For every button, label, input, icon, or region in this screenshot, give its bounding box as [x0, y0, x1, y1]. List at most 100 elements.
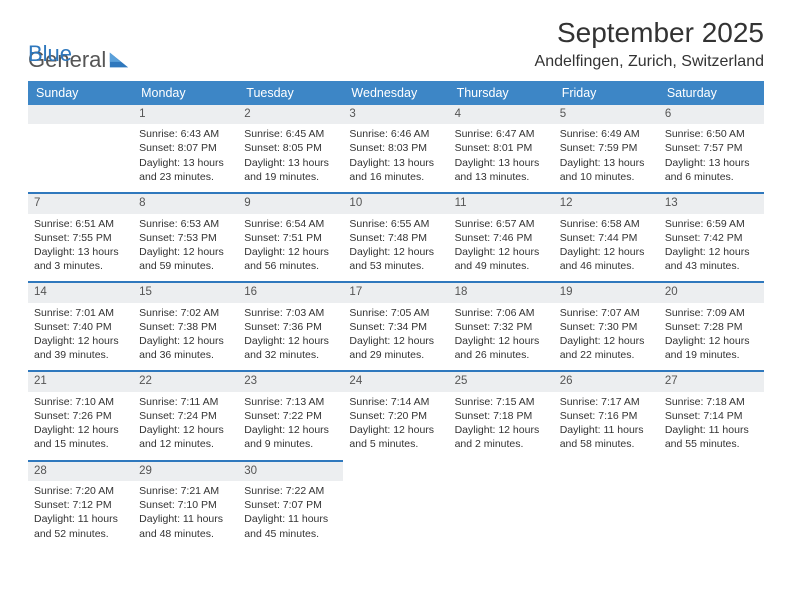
sunset-text: Sunset: 7:38 PM: [139, 320, 232, 334]
sunset-text: Sunset: 7:07 PM: [244, 498, 337, 512]
sunrise-text: Sunrise: 6:51 AM: [34, 217, 127, 231]
daylight-text: Daylight: 13 hours and 6 minutes.: [665, 156, 758, 184]
sunrise-text: Sunrise: 7:02 AM: [139, 306, 232, 320]
sunset-text: Sunset: 7:46 PM: [455, 231, 548, 245]
day-number: 25: [449, 370, 554, 392]
daylight-text: Daylight: 12 hours and 56 minutes.: [244, 245, 337, 273]
daylight-text: Daylight: 12 hours and 46 minutes.: [560, 245, 653, 273]
daylight-text: Daylight: 12 hours and 2 minutes.: [455, 423, 548, 451]
calendar-cell: 18Sunrise: 7:06 AMSunset: 7:32 PMDayligh…: [449, 281, 554, 370]
calendar-cell: 21 Sunrise: 7:10 AMSunset: 7:26 PMDayligh…: [28, 370, 133, 459]
day-number: 27: [659, 370, 764, 392]
day-number: 1: [133, 105, 238, 125]
sunrise-text: Sunrise: 6:53 AM: [139, 217, 232, 231]
sunset-text: Sunset: 7:16 PM: [560, 409, 653, 423]
daylight-text: Daylight: 12 hours and 15 minutes.: [34, 423, 127, 451]
calendar-cell: 23 Sunrise: 7:13 AMSunset: 7:22 PMDayligh…: [238, 370, 343, 459]
day-number: 21: [28, 370, 133, 392]
weekday-header: Friday: [554, 81, 659, 105]
day-number: 9: [238, 192, 343, 214]
day-info: Sunrise: 7:13 AMSunset: 7:22 PMDaylight:…: [244, 395, 337, 452]
calendar-cell: 16Sunrise: 7:03 AMSunset: 7:36 PMDayligh…: [238, 281, 343, 370]
sunset-text: Sunset: 8:01 PM: [455, 141, 548, 155]
sunrise-text: Sunrise: 7:03 AM: [244, 306, 337, 320]
day-info: Sunrise: 7:18 AMSunset: 7:14 PMDaylight:…: [665, 395, 758, 452]
sunset-text: Sunset: 7:36 PM: [244, 320, 337, 334]
day-number: 8: [133, 192, 238, 214]
calendar-table: SundayMondayTuesdayWednesdayThursdayFrid…: [28, 81, 764, 549]
sunset-text: Sunset: 8:03 PM: [349, 141, 442, 155]
weekday-header: Thursday: [449, 81, 554, 105]
day-number: 7: [28, 192, 133, 214]
daylight-text: Daylight: 12 hours and 19 minutes.: [665, 334, 758, 362]
sunrise-text: Sunrise: 7:09 AM: [665, 306, 758, 320]
daylight-text: Daylight: 12 hours and 36 minutes.: [139, 334, 232, 362]
day-info: Sunrise: 7:17 AMSunset: 7:16 PMDaylight:…: [560, 395, 653, 452]
day-info: Sunrise: 7:07 AMSunset: 7:30 PMDaylight:…: [560, 306, 653, 363]
sunrise-text: Sunrise: 7:05 AM: [349, 306, 442, 320]
day-number: 10: [343, 192, 448, 214]
calendar-body: 1Sunrise: 6:43 AMSunset: 8:07 PMDaylight…: [28, 105, 764, 549]
day-number: 13: [659, 192, 764, 214]
sunrise-text: Sunrise: 6:46 AM: [349, 127, 442, 141]
calendar-cell-blank: [659, 460, 764, 549]
day-number: 16: [238, 281, 343, 303]
daylight-text: Daylight: 13 hours and 10 minutes.: [560, 156, 653, 184]
daylight-text: Daylight: 12 hours and 26 minutes.: [455, 334, 548, 362]
day-info: Sunrise: 6:45 AMSunset: 8:05 PMDaylight:…: [244, 127, 337, 184]
calendar-cell: 24Sunrise: 7:14 AMSunset: 7:20 PMDayligh…: [343, 370, 448, 459]
calendar-cell: 5Sunrise: 6:49 AMSunset: 7:59 PMDaylight…: [554, 105, 659, 192]
daylight-text: Daylight: 13 hours and 13 minutes.: [455, 156, 548, 184]
sunset-text: Sunset: 7:32 PM: [455, 320, 548, 334]
day-info: Sunrise: 7:05 AMSunset: 7:34 PMDaylight:…: [349, 306, 442, 363]
sunset-text: Sunset: 7:22 PM: [244, 409, 337, 423]
day-number: 5: [554, 105, 659, 125]
daylight-text: Daylight: 11 hours and 45 minutes.: [244, 512, 337, 540]
day-number: 29: [133, 460, 238, 482]
day-info: Sunrise: 7:14 AMSunset: 7:20 PMDaylight:…: [349, 395, 442, 452]
day-info: Sunrise: 7:01 AMSunset: 7:40 PMDaylight:…: [34, 306, 127, 363]
sunset-text: Sunset: 7:53 PM: [139, 231, 232, 245]
calendar-week-row: 28Sunrise: 7:20 AMSunset: 7:12 PMDayligh…: [28, 460, 764, 549]
sunrise-text: Sunrise: 7:11 AM: [139, 395, 232, 409]
day-info: Sunrise: 6:50 AMSunset: 7:57 PMDaylight:…: [665, 127, 758, 184]
calendar-cell: 7Sunrise: 6:51 AMSunset: 7:55 PMDaylight…: [28, 192, 133, 281]
calendar-cell-blank: [343, 460, 448, 549]
daylight-text: Daylight: 11 hours and 52 minutes.: [34, 512, 127, 540]
calendar-cell: 6Sunrise: 6:50 AMSunset: 7:57 PMDaylight…: [659, 105, 764, 192]
day-info: Sunrise: 7:06 AMSunset: 7:32 PMDaylight:…: [455, 306, 548, 363]
day-number: 12: [554, 192, 659, 214]
sunset-text: Sunset: 7:10 PM: [139, 498, 232, 512]
daylight-text: Daylight: 12 hours and 29 minutes.: [349, 334, 442, 362]
sunrise-text: Sunrise: 6:49 AM: [560, 127, 653, 141]
day-info: Sunrise: 6:57 AMSunset: 7:46 PMDaylight:…: [455, 217, 548, 274]
daylight-text: Daylight: 11 hours and 48 minutes.: [139, 512, 232, 540]
daylight-text: Daylight: 13 hours and 23 minutes.: [139, 156, 232, 184]
day-info: Sunrise: 6:46 AMSunset: 8:03 PMDaylight:…: [349, 127, 442, 184]
sunset-text: Sunset: 7:48 PM: [349, 231, 442, 245]
sunset-text: Sunset: 7:44 PM: [560, 231, 653, 245]
day-number: 28: [28, 460, 133, 482]
sunset-text: Sunset: 7:12 PM: [34, 498, 127, 512]
calendar-week-row: 14Sunrise: 7:01 AMSunset: 7:40 PMDayligh…: [28, 281, 764, 370]
sunset-text: Sunset: 7:42 PM: [665, 231, 758, 245]
day-info: Sunrise: 6:59 AMSunset: 7:42 PMDaylight:…: [665, 217, 758, 274]
calendar-cell: 17Sunrise: 7:05 AMSunset: 7:34 PMDayligh…: [343, 281, 448, 370]
day-number: 11: [449, 192, 554, 214]
calendar-cell: 28 Sunrise: 7:20 AMSunset: 7:12 PMDayligh…: [28, 460, 133, 549]
sunrise-text: Sunrise: 7:13 AM: [244, 395, 337, 409]
sunrise-text: Sunrise: 7:07 AM: [560, 306, 653, 320]
day-number: 23: [238, 370, 343, 392]
daylight-text: Daylight: 12 hours and 39 minutes.: [34, 334, 127, 362]
day-number: 26: [554, 370, 659, 392]
sunrise-text: Sunrise: 7:01 AM: [34, 306, 127, 320]
weekday-header: Sunday: [28, 81, 133, 105]
sunrise-text: Sunrise: 7:10 AM: [34, 395, 127, 409]
calendar-cell: 8Sunrise: 6:53 AMSunset: 7:53 PMDaylight…: [133, 192, 238, 281]
day-info: Sunrise: 6:47 AMSunset: 8:01 PMDaylight:…: [455, 127, 548, 184]
day-info: Sunrise: 7:10 AMSunset: 7:26 PMDaylight:…: [34, 395, 127, 452]
daylight-text: Daylight: 12 hours and 9 minutes.: [244, 423, 337, 451]
day-info: Sunrise: 7:22 AMSunset: 7:07 PMDaylight:…: [244, 484, 337, 541]
sunrise-text: Sunrise: 7:20 AM: [34, 484, 127, 498]
calendar-cell: 25Sunrise: 7:15 AMSunset: 7:18 PMDayligh…: [449, 370, 554, 459]
